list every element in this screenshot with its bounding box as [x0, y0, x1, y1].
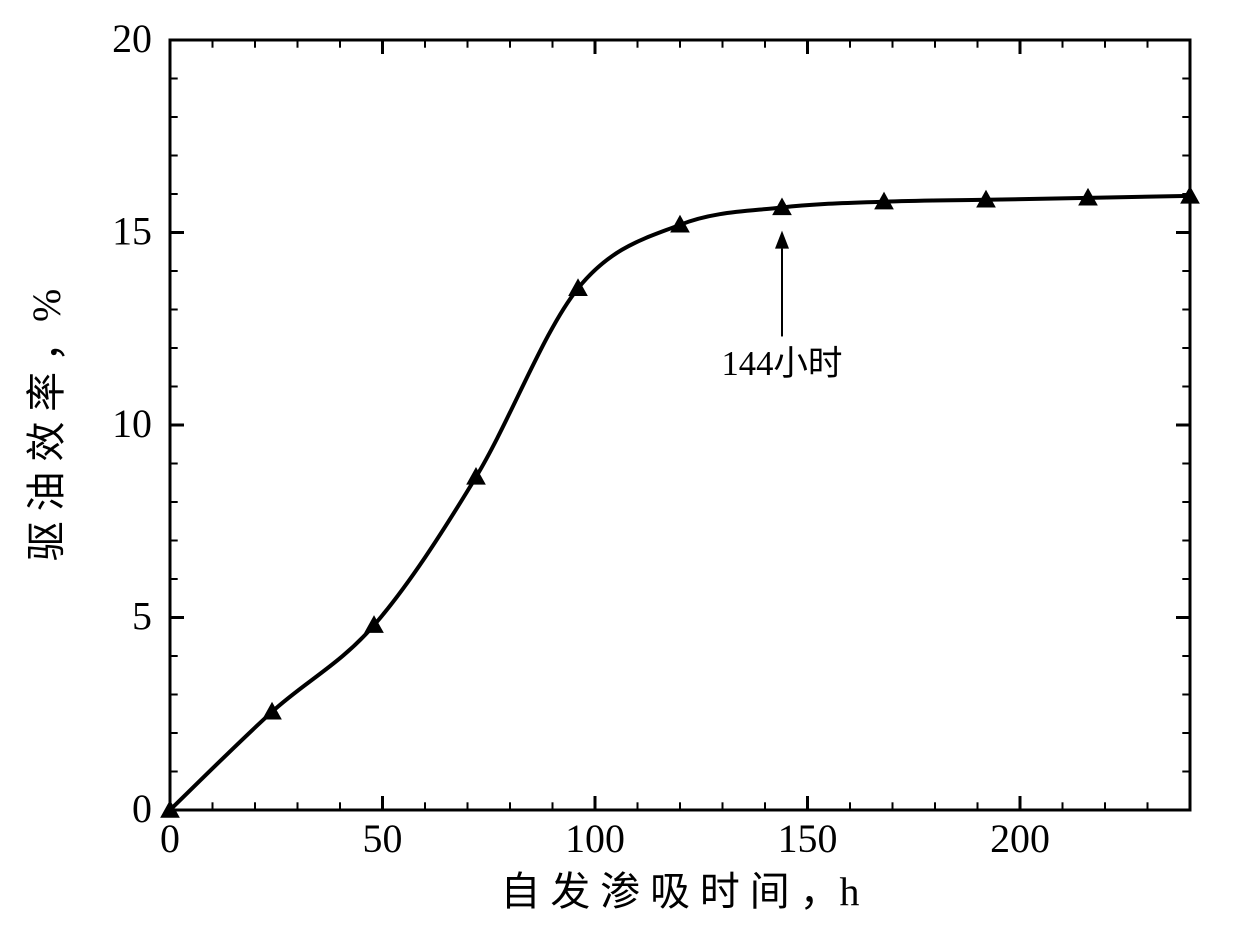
y-tick-label: 0: [132, 786, 152, 831]
line-chart: 0 50 100 150 200 0 5 10 15 20 自 发 渗 吸 时 间 ，h 驱 油 效 …: [0, 0, 1240, 937]
x-tick-label: 50: [363, 816, 403, 861]
x-tick-label: 200: [990, 816, 1050, 861]
y-tick-label: 15: [112, 209, 152, 254]
y-tick-label: 20: [112, 16, 152, 61]
y-tick-label: 5: [132, 594, 152, 639]
chart-container: 0 50 100 150 200 0 5 10 15 20 自 发 渗 吸 时 间 ，h 驱 油 效 …: [0, 0, 1240, 937]
x-tick-label: 150: [778, 816, 838, 861]
annotation-text: 144小时: [721, 345, 842, 383]
x-tick-label: 0: [160, 816, 180, 861]
y-tick-label: 10: [112, 401, 152, 446]
y-axis-label: 驱 油 效 率 ，%: [24, 289, 69, 562]
x-axis-label: 自 发 渗 吸 时 间 ，h: [500, 869, 859, 914]
x-tick-label: 100: [565, 816, 625, 861]
